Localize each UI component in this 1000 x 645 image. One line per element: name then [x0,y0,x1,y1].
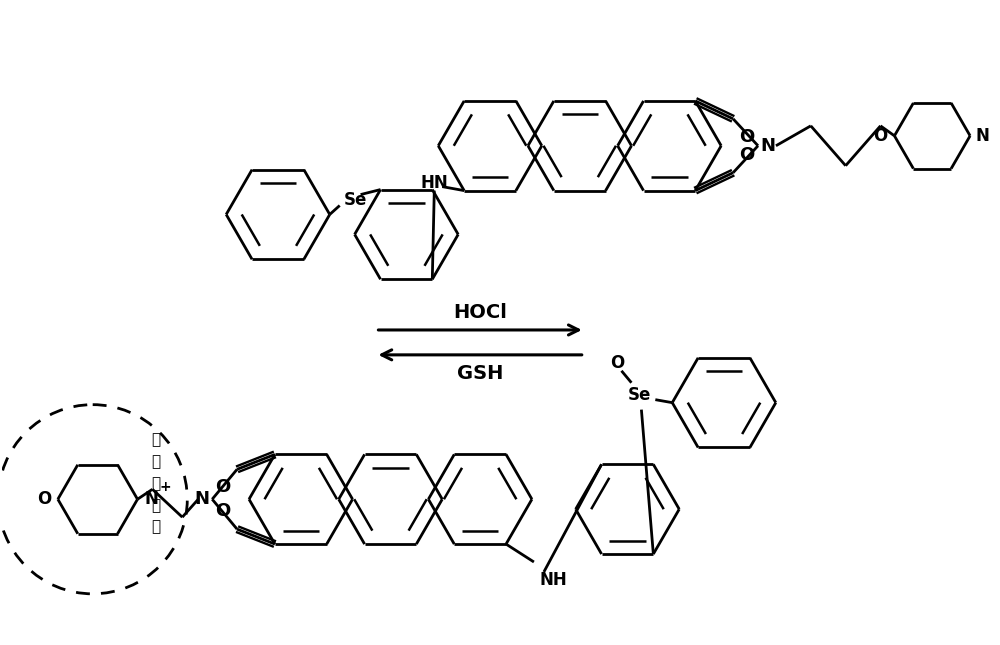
Text: 体: 体 [151,520,160,535]
Text: O: O [216,502,231,521]
Text: HOCl: HOCl [453,303,507,322]
Text: O: O [739,146,755,164]
Text: N: N [975,127,989,145]
Text: HN: HN [420,174,448,192]
Text: O: O [37,490,51,508]
Text: O: O [216,478,231,496]
Text: N: N [195,490,210,508]
Text: GSH: GSH [457,364,503,383]
Text: 酶: 酶 [151,498,160,513]
Text: Se: Se [344,190,367,208]
Text: O: O [873,127,888,145]
Text: +: + [160,481,171,494]
Text: 溶: 溶 [151,476,160,491]
Text: O: O [610,354,625,372]
Text: O: O [739,128,755,146]
Text: N: N [760,137,775,155]
Text: N: N [145,490,158,508]
Text: Se: Se [628,386,651,404]
Text: NH: NH [540,571,568,589]
Text: 定: 定 [151,432,160,447]
Text: 位: 位 [151,454,160,469]
